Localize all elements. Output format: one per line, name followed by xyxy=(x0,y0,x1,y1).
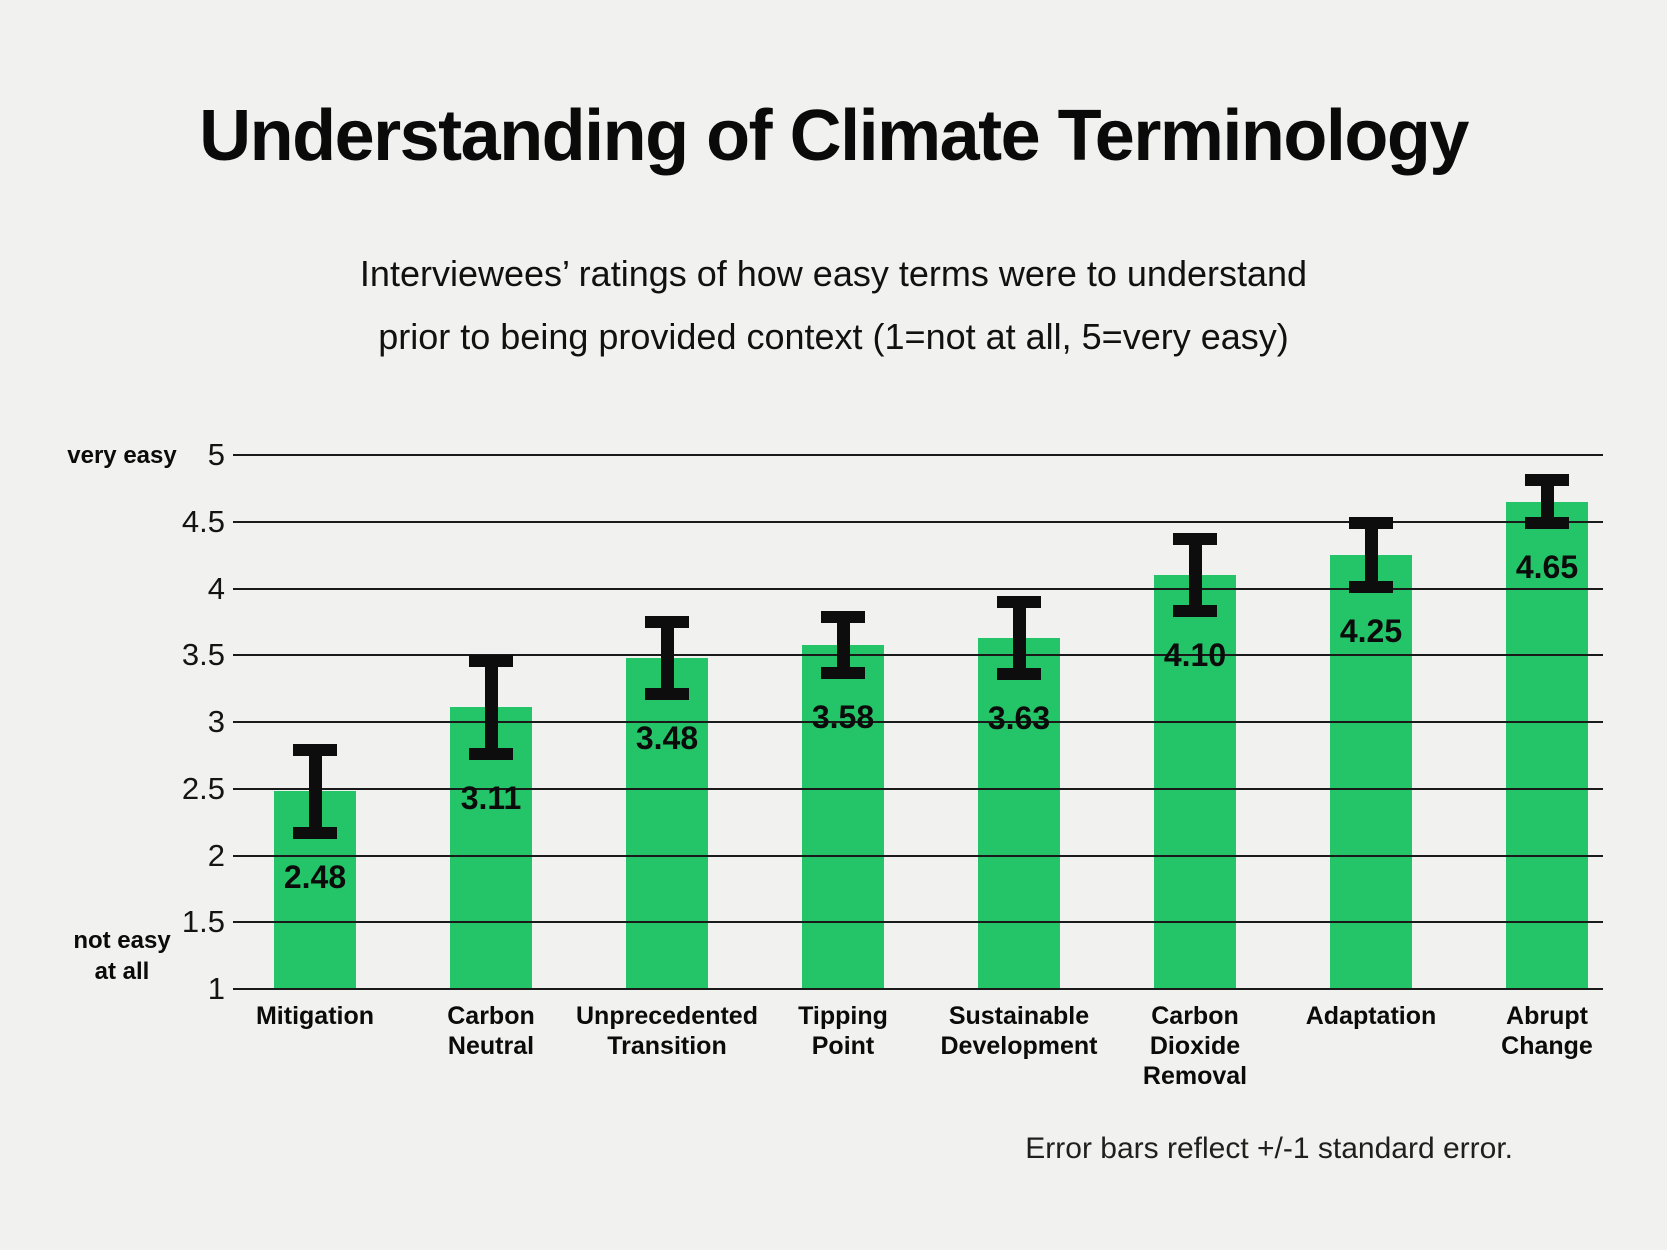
error-bar-cap-top xyxy=(469,654,513,667)
gridline-4 xyxy=(233,587,1603,590)
bar-sustainable-development xyxy=(978,637,1060,989)
category-label-line: Carbon xyxy=(1151,1002,1239,1030)
bar-abrupt-change xyxy=(1506,501,1588,989)
gridline-3 xyxy=(233,721,1603,723)
category-label-carbon-neutral: Carbon Neutral xyxy=(381,1001,601,1061)
category-label-line: Development xyxy=(940,1032,1098,1060)
y-tick-label-3.5: 3.5 xyxy=(181,637,225,673)
error-bar-cap-top xyxy=(997,595,1041,608)
y-tick-label-1: 1 xyxy=(207,971,225,1006)
error-bar-cap-top xyxy=(821,610,865,623)
category-label-mitigation: Mitigation xyxy=(205,1001,425,1031)
error-bar-cap-bottom xyxy=(1525,517,1569,530)
y-axis-label-very-easy: very easy xyxy=(67,442,177,469)
bar-unprecedented-transition xyxy=(626,657,708,989)
y-tick-label-5: 5 xyxy=(207,437,225,472)
bar-value-label: 3.63 xyxy=(987,699,1051,736)
error-bar-stem xyxy=(836,616,850,673)
category-label-unprecedented-transition: Unprecedented Transition xyxy=(557,1001,777,1061)
bar-value-label: 2.48 xyxy=(283,858,347,895)
not-easy-line-1: not easy xyxy=(73,927,171,954)
error-bar-cap-bottom xyxy=(821,666,865,679)
error-bar-cap-top xyxy=(645,615,689,628)
bar-value-label: 3.11 xyxy=(460,780,522,817)
category-label-line: Dioxide xyxy=(1149,1032,1241,1060)
category-label-line: Change xyxy=(1501,1032,1593,1060)
y-axis-ticks: 5 4.5 4 3.5 3 2.5 2 1.5 1 xyxy=(0,0,225,1250)
y-tick-label-2.5: 2.5 xyxy=(181,770,225,806)
y-tick-label-2: 2 xyxy=(207,837,225,873)
bar-carbon-dioxide-removal xyxy=(1154,575,1236,989)
category-label-line: Transition xyxy=(607,1032,727,1060)
error-bar-stem xyxy=(660,621,674,694)
not-easy-line-2: at all xyxy=(94,958,150,985)
category-label-sustainable-development: Sustainable Development xyxy=(909,1001,1129,1061)
bar-value-label: 3.58 xyxy=(811,698,875,735)
y-tick-label-3: 3 xyxy=(207,704,225,739)
y-tick-label-4: 4 xyxy=(207,570,225,606)
category-label-line: Point xyxy=(811,1032,875,1060)
category-label-line: Neutral xyxy=(447,1032,535,1060)
error-bar-cap-top xyxy=(1173,533,1217,546)
error-bar-stem xyxy=(308,750,322,833)
y-tick-label-1.5: 1.5 xyxy=(181,904,225,940)
subtitle-line-1: Interviewees’ ratings of how easy terms … xyxy=(359,253,1308,294)
error-bar-cap-bottom xyxy=(645,687,689,700)
category-label-line: Carbon xyxy=(447,1002,535,1030)
gridline-3.5 xyxy=(233,654,1603,657)
y-axis-label-not-easy-at-all: not easy at all xyxy=(42,925,202,987)
bar-value-label: 4.25 xyxy=(1339,613,1403,650)
error-bar-cap-bottom xyxy=(1173,605,1217,618)
category-label-line: Removal xyxy=(1142,1062,1248,1090)
gridline-4.5 xyxy=(233,520,1603,523)
subtitle-line-2: prior to being provided context (1=not a… xyxy=(378,316,1289,357)
error-bar-cap-bottom xyxy=(293,826,337,839)
bar-value-label: 4.10 xyxy=(1163,637,1227,674)
category-label-abrupt-change: Abrupt Change xyxy=(1437,1001,1657,1061)
error-bar-footnote: Error bars reflect +/-1 standard error. xyxy=(1025,1132,1513,1165)
error-bar-cap-top xyxy=(1525,474,1569,487)
page-title: Understanding of Climate Terminology xyxy=(199,96,1469,176)
y-tick-label-4.5: 4.5 xyxy=(181,503,225,539)
category-label-line: Mitigation xyxy=(255,1002,375,1030)
error-bar-stem xyxy=(1364,523,1378,588)
category-label-line: Tipping xyxy=(798,1002,888,1030)
category-label-line: Sustainable xyxy=(948,1002,1090,1030)
category-label-adaptation: Adaptation xyxy=(1261,1001,1481,1031)
category-label-line: Abrupt xyxy=(1506,1002,1588,1030)
chart-subtitle: Interviewees’ ratings of how easy terms … xyxy=(0,242,1667,368)
error-bar-stem xyxy=(1188,539,1202,612)
gridline-1 xyxy=(233,988,1603,990)
error-bar-stem xyxy=(484,660,498,755)
gridline-2.5 xyxy=(233,787,1603,790)
bar-adaptation xyxy=(1330,555,1412,989)
error-bar-cap-bottom xyxy=(469,748,513,761)
error-bar-stem xyxy=(1540,480,1554,524)
error-bar-cap-bottom xyxy=(1349,581,1393,594)
bar-value-label: 3.48 xyxy=(635,719,699,756)
category-label-line: Unprecedented xyxy=(576,1002,758,1030)
plot-area: 2.48 3.11 3.48 3.58 3.63 4.10 4.25 4.65 xyxy=(233,454,1603,990)
category-label-line: Adaptation xyxy=(1305,1002,1437,1030)
error-bar-cap-top xyxy=(1349,517,1393,530)
category-label-tipping-point: Tipping Point xyxy=(733,1001,953,1061)
error-bar-cap-top xyxy=(293,744,337,757)
error-bar-cap-bottom xyxy=(997,667,1041,680)
category-label-carbon-dioxide-removal: Carbon Dioxide Removal xyxy=(1085,1001,1305,1091)
bar-value-label: 4.65 xyxy=(1515,549,1579,586)
gridline-5 xyxy=(233,454,1603,456)
gridline-2 xyxy=(233,854,1603,857)
error-bar-stem xyxy=(1012,601,1026,674)
bar-tipping-point xyxy=(802,644,884,989)
gridline-1.5 xyxy=(233,921,1603,924)
